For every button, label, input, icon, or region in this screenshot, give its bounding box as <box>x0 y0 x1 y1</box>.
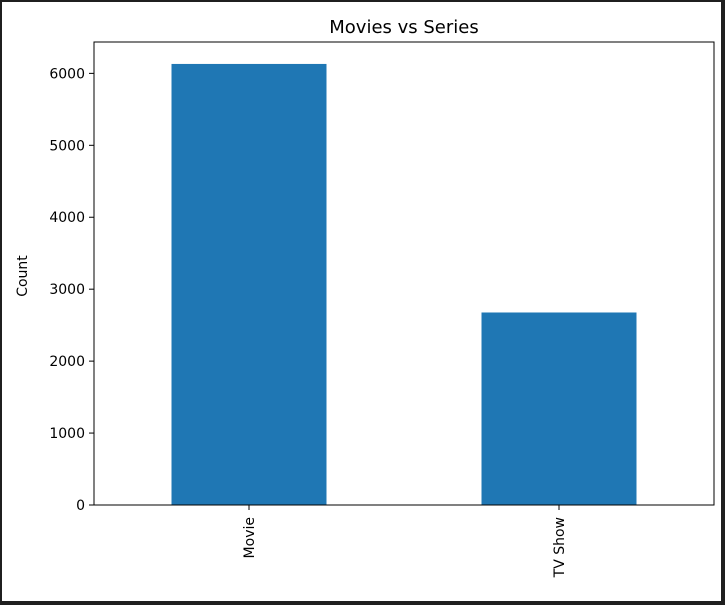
x-tick-label: TV Show <box>552 517 568 578</box>
bars-group <box>171 63 637 506</box>
y-tick-label: 6000 <box>49 66 85 82</box>
x-tick-label: Movie <box>242 517 258 558</box>
plot-area-frame <box>93 41 715 506</box>
chart-title: Movies vs Series <box>329 17 478 38</box>
y-tick-label: 4000 <box>49 210 85 226</box>
y-tick-label: 1000 <box>49 426 85 442</box>
bar-tv-show <box>481 312 637 505</box>
y-axis-title: Count <box>15 255 31 297</box>
x-axis: Movie TV Show <box>242 505 568 578</box>
y-tick-label: 3000 <box>49 282 85 298</box>
y-tick-label: 0 <box>76 498 85 514</box>
bar-movie <box>171 63 327 506</box>
y-axis: 0 1000 2000 3000 4000 5000 6000 <box>49 66 94 514</box>
y-tick-label: 5000 <box>49 138 85 154</box>
y-tick-label: 2000 <box>49 354 85 370</box>
